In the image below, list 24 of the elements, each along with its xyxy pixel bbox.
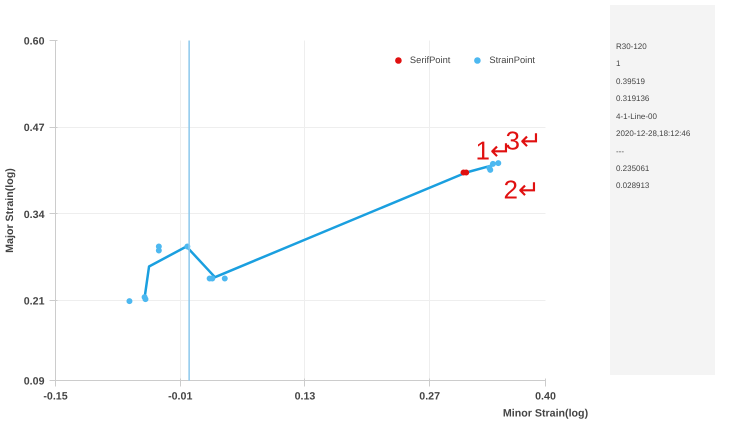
- legend-label: StrainPoint: [489, 55, 535, 65]
- y-tick-label: 0.47: [24, 122, 45, 134]
- x-tick-label: -0.15: [43, 390, 68, 402]
- text: R30-120: [616, 41, 648, 52]
- text: 1: [616, 58, 622, 70]
- legend-label: SerifPoint: [410, 55, 450, 65]
- text: ---: [616, 146, 625, 157]
- x-tick-label: 0.40: [535, 390, 556, 402]
- y-tick-label: 0.09: [24, 376, 45, 388]
- x-tick-label: 0.27: [419, 390, 440, 402]
- text: 0.235061: [616, 162, 650, 174]
- y-tick-label: 0.21: [24, 296, 45, 308]
- text: 0.028913: [616, 180, 650, 192]
- text: 0.39519: [616, 76, 646, 88]
- y-tick-label: 0.60: [24, 36, 45, 48]
- y-tick-label: 0.34: [24, 208, 45, 221]
- x-axis-title: Minor Strain(log): [502, 408, 589, 420]
- text: 4-1-Line-00: [616, 110, 658, 122]
- text: 0.319136: [616, 93, 650, 105]
- annotation: 2↵: [504, 174, 540, 204]
- y-axis-title: Major Strain(log): [4, 168, 16, 253]
- x-tick-label: 0.13: [294, 390, 316, 402]
- text: 2020-12-28,18:12:46: [616, 128, 690, 140]
- x-tick-label: -0.01: [168, 390, 192, 402]
